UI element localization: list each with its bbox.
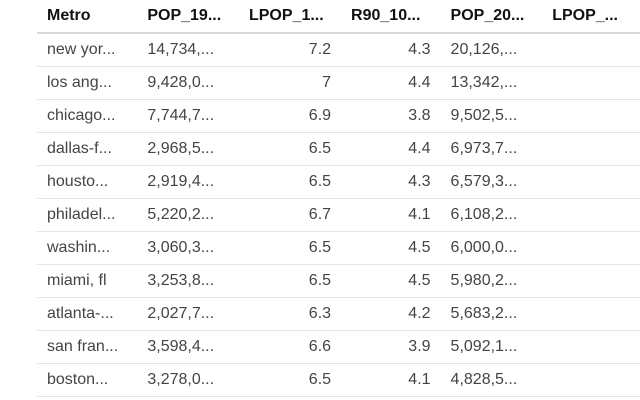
- table-cell: 9,502,5...: [440, 99, 543, 133]
- table-cell: 13,342,...: [440, 66, 543, 100]
- column-header[interactable]: LPOP_...: [542, 0, 640, 34]
- table-cell: chicago...: [37, 99, 138, 133]
- table-cell: 4.3: [341, 165, 441, 199]
- table-cell: 6,579,3...: [440, 165, 543, 199]
- table-cell: 6.7: [238, 198, 342, 232]
- table-cell: dallas-f...: [37, 132, 138, 166]
- table-cell: 2,919,4...: [137, 165, 239, 199]
- table-cell: [542, 330, 640, 364]
- table-cell: 4.5: [341, 264, 441, 298]
- table-row[interactable]: philadel... 5,220,2... 6.7 4.1 6,108,2...: [37, 198, 640, 232]
- data-table: Metro POP_19... LPOP_1... R90_10... POP_20..…: [37, 0, 640, 397]
- table-cell: 5,980,2...: [440, 264, 543, 298]
- table-cell: atlanta-...: [37, 297, 138, 331]
- table-cell: 4,828,5...: [440, 363, 543, 397]
- table-cell: 4.4: [341, 132, 441, 166]
- table-row[interactable]: miami, fl 3,253,8... 6.5 4.5 5,980,2...: [37, 264, 640, 298]
- table-cell: [542, 132, 640, 166]
- table-cell: 7,744,7...: [137, 99, 239, 133]
- table-cell: 6,000,0...: [440, 231, 543, 265]
- table-cell: washin...: [37, 231, 138, 265]
- table-row[interactable]: san fran... 3,598,4... 6.6 3.9 5,092,1...: [37, 330, 640, 364]
- table-cell: new yor...: [37, 33, 138, 67]
- table-cell: 4.1: [341, 198, 441, 232]
- table-row[interactable]: new yor... 14,734,... 7.2 4.3 20,126,...: [37, 33, 640, 67]
- table-cell: 6.5: [238, 165, 342, 199]
- table-cell: 6.5: [238, 363, 342, 397]
- table-cell: 14,734,...: [137, 33, 239, 67]
- table-cell: 3.8: [341, 99, 441, 133]
- column-header[interactable]: LPOP_1...: [238, 0, 342, 34]
- table-cell: [542, 33, 640, 67]
- column-header[interactable]: Metro: [37, 0, 138, 34]
- table-row[interactable]: boston... 3,278,0... 6.5 4.1 4,828,5...: [37, 363, 640, 397]
- column-header[interactable]: POP_19...: [137, 0, 239, 34]
- table-cell: 4.3: [341, 33, 441, 67]
- table-cell: 4.5: [341, 231, 441, 265]
- table-cell: 2,968,5...: [137, 132, 239, 166]
- table-cell: philadel...: [37, 198, 138, 232]
- table-cell: 6,973,7...: [440, 132, 543, 166]
- table-row[interactable]: chicago... 7,744,7... 6.9 3.8 9,502,5...: [37, 99, 640, 133]
- table-cell: boston...: [37, 363, 138, 397]
- table-row[interactable]: washin... 3,060,3... 6.5 4.5 6,000,0...: [37, 231, 640, 265]
- table-cell: 3,060,3...: [137, 231, 239, 265]
- table-row[interactable]: housto... 2,919,4... 6.5 4.3 6,579,3...: [37, 165, 640, 199]
- table-cell: housto...: [37, 165, 138, 199]
- table-cell: [542, 99, 640, 133]
- table-cell: 4.2: [341, 297, 441, 331]
- table-cell: 3,278,0...: [137, 363, 239, 397]
- table-cell: 7: [238, 66, 342, 100]
- table-cell: los ang...: [37, 66, 138, 100]
- table-cell: 6,108,2...: [440, 198, 543, 232]
- table-cell: san fran...: [37, 330, 138, 364]
- table-cell: [542, 198, 640, 232]
- table-cell: [542, 66, 640, 100]
- table-cell: 7.2: [238, 33, 342, 67]
- column-header[interactable]: R90_10...: [341, 0, 441, 34]
- table-cell: [542, 165, 640, 199]
- table-cell: 3.9: [341, 330, 441, 364]
- table-cell: 3,598,4...: [137, 330, 239, 364]
- table-cell: 3,253,8...: [137, 264, 239, 298]
- table-cell: [542, 231, 640, 265]
- table-row[interactable]: atlanta-... 2,027,7... 6.3 4.2 5,683,2...: [37, 297, 640, 331]
- header-row: Metro POP_19... LPOP_1... R90_10... POP_20..…: [37, 0, 640, 34]
- table-cell: 6.9: [238, 99, 342, 133]
- table-cell: 5,092,1...: [440, 330, 543, 364]
- table-cell: 6.6: [238, 330, 342, 364]
- table-cell: 4.1: [341, 363, 441, 397]
- table-cell: 5,683,2...: [440, 297, 543, 331]
- table-cell: [542, 297, 640, 331]
- column-header[interactable]: POP_20...: [440, 0, 543, 34]
- table-row[interactable]: los ang... 9,428,0... 7 4.4 13,342,...: [37, 66, 640, 100]
- table-cell: 6.5: [238, 132, 342, 166]
- table-cell: 5,220,2...: [137, 198, 239, 232]
- table-cell: [542, 264, 640, 298]
- table-row[interactable]: dallas-f... 2,968,5... 6.5 4.4 6,973,7...: [37, 132, 640, 166]
- table-cell: 20,126,...: [440, 33, 543, 67]
- table-cell: 6.3: [238, 297, 342, 331]
- table-cell: miami, fl: [37, 264, 138, 298]
- table-cell: 9,428,0...: [137, 66, 239, 100]
- table-cell: [542, 363, 640, 397]
- table-cell: 6.5: [238, 264, 342, 298]
- table-cell: 4.4: [341, 66, 441, 100]
- table-cell: 2,027,7...: [137, 297, 239, 331]
- table-cell: 6.5: [238, 231, 342, 265]
